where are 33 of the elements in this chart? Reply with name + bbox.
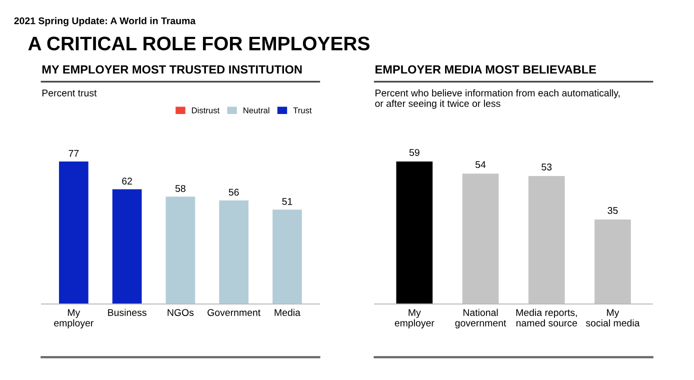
x-tick-label: Business [108, 308, 146, 316]
bar [58, 162, 88, 304]
data-label: 56 [228, 188, 239, 196]
x-tick-label: NGOs [168, 309, 194, 316]
data-label: 53 [542, 164, 552, 170]
bar [396, 162, 433, 304]
chart-subtitle: Percent who believe information from each automatically, or after seeing it twice or less [375, 89, 620, 109]
chart-title: MY EMPLOYER MOST TRUSTED INSTITUTION [42, 65, 302, 74]
chart-title: EMPLOYER MEDIA MOST BELIEVABLE [376, 65, 596, 74]
x-tick-label: My employer [394, 309, 434, 328]
x-tick-label: National government [455, 308, 506, 328]
bar [112, 189, 142, 304]
bar [272, 210, 302, 304]
text: A CRITICAL ROLE FOR EMPLOYERS [28, 36, 370, 50]
bar [219, 200, 249, 304]
data-label: 51 [282, 198, 292, 205]
data-label: 54 [475, 161, 486, 168]
legend-label: Trust [293, 108, 312, 114]
legend-label: Distrust [192, 107, 220, 114]
data-label: 35 [608, 207, 618, 214]
x-tick-label: My employer [54, 309, 94, 328]
legend-label: Neutral [244, 107, 270, 114]
data-label: 58 [175, 185, 186, 192]
text: 2021 Spring Update: A World in Trauma [14, 17, 196, 26]
data-label: 77 [68, 150, 79, 157]
data-label: 62 [122, 178, 132, 185]
data-label: 59 [409, 149, 420, 156]
chart-subtitle: Percent trust [42, 90, 97, 96]
bar [166, 196, 196, 304]
x-tick-label: Media reports, named source [516, 308, 577, 326]
x-tick-label: My social media [586, 309, 640, 326]
x-tick-label: Media [274, 308, 300, 316]
x-tick-label: Government [208, 309, 261, 316]
